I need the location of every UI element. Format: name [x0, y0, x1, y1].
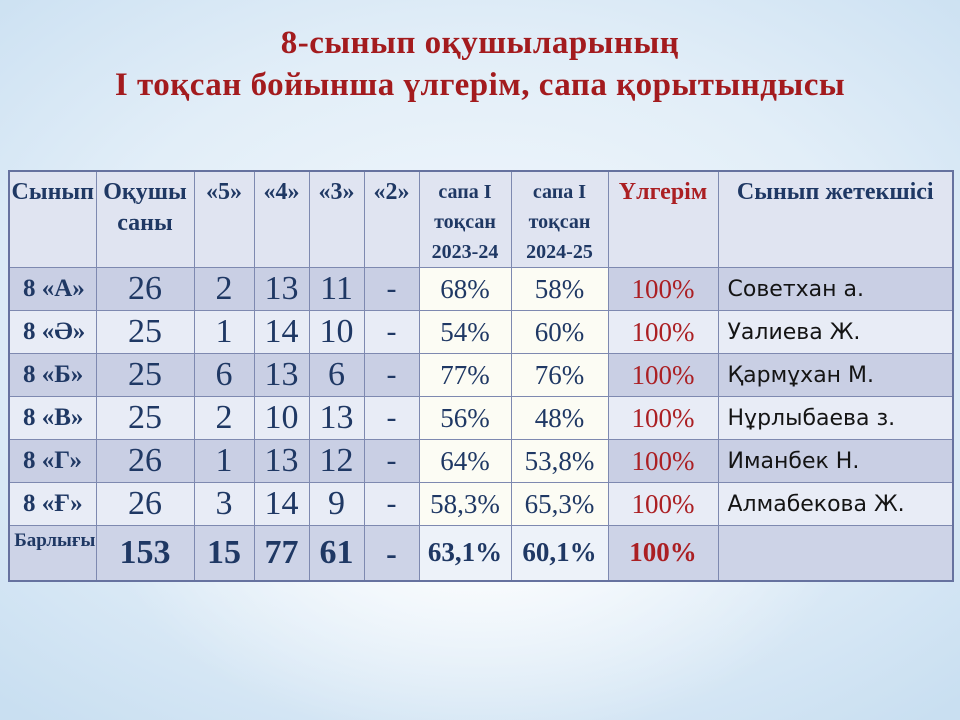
header-mark-2: «2» [363, 170, 420, 268]
cell-mark4: 14 [253, 482, 310, 526]
header-mark-3: «3» [308, 170, 365, 268]
table-row-8ae: 8 «Ә» 25 1 14 10 - 54% 60% 100% Уалиева … [8, 310, 954, 354]
cell-count: 26 [95, 267, 195, 311]
header-progress: Үлгерім [607, 170, 719, 268]
cell-mark3: 11 [308, 267, 365, 311]
cell-progress: 100% [607, 439, 719, 483]
cell-teacher: Иманбек Н. [717, 439, 954, 483]
title-line-1: 8-сынып оқушыларының [280, 25, 680, 61]
cell-mark5: 3 [193, 482, 255, 526]
cell-mark2: - [363, 396, 420, 440]
cell-total-label: Барлығы [8, 525, 97, 581]
cell-teacher: Алмабекова Ж. [717, 482, 954, 526]
cell-mark3: 10 [308, 310, 365, 354]
cell-quality-2023-24: 54% [418, 310, 512, 354]
cell-quality-2023-24: 56% [418, 396, 512, 440]
cell-total-teacher [717, 525, 954, 581]
cell-mark4: 10 [253, 396, 310, 440]
cell-teacher: Советхан а. [717, 267, 954, 311]
cell-quality-2024-25: 65,3% [510, 482, 609, 526]
cell-mark3: 9 [308, 482, 365, 526]
cell-class: 8 «Ә» [8, 310, 97, 354]
cell-mark3: 12 [308, 439, 365, 483]
cell-mark5: 2 [193, 396, 255, 440]
grades-table: Сынып Оқушы саны «5» «4» «3» «2» сапа І … [8, 170, 954, 582]
cell-mark5: 1 [193, 310, 255, 354]
cell-class: 8 «В» [8, 396, 97, 440]
cell-mark2: - [363, 353, 420, 397]
cell-mark2: - [363, 267, 420, 311]
cell-mark2: - [363, 439, 420, 483]
cell-total-quality-2023-24: 63,1% [418, 525, 512, 581]
cell-total-mark3: 61 [308, 525, 365, 581]
cell-quality-2024-25: 58% [510, 267, 609, 311]
header-class-teacher: Сынып жетекшісі [717, 170, 954, 268]
cell-mark4: 13 [253, 353, 310, 397]
table-row-8b: 8 «Б» 25 6 13 6 - 77% 76% 100% Қармұхан … [8, 353, 954, 397]
slide-title: 8-сынып оқушыларының І тоқсан бойынша үл… [0, 0, 960, 106]
title-line-2: І тоқсан бойынша үлгерім, сапа қорытынды… [114, 67, 846, 104]
cell-count: 25 [95, 396, 195, 440]
cell-mark5: 1 [193, 439, 255, 483]
header-class: Сынып [8, 170, 97, 268]
cell-quality-2024-25: 76% [510, 353, 609, 397]
cell-mark2: - [363, 482, 420, 526]
cell-mark4: 13 [253, 439, 310, 483]
cell-total-mark2: - [363, 525, 420, 581]
cell-class: 8 «Б» [8, 353, 97, 397]
cell-quality-2023-24: 68% [418, 267, 512, 311]
header-mark-5: «5» [193, 170, 255, 268]
table-row-8gh: 8 «Ғ» 26 3 14 9 - 58,3% 65,3% 100% Алмаб… [8, 482, 954, 526]
cell-mark3: 6 [308, 353, 365, 397]
table-total-row: Барлығы 153 15 77 61 - 63,1% 60,1% 100% [8, 525, 954, 581]
cell-total-mark5: 15 [193, 525, 255, 581]
cell-count: 25 [95, 353, 195, 397]
cell-mark5: 2 [193, 267, 255, 311]
table-row-8g: 8 «Г» 26 1 13 12 - 64% 53,8% 100% Иманбе… [8, 439, 954, 483]
cell-teacher: Уалиева Ж. [717, 310, 954, 354]
cell-quality-2023-24: 77% [418, 353, 512, 397]
cell-progress: 100% [607, 482, 719, 526]
cell-mark5: 6 [193, 353, 255, 397]
cell-count: 26 [95, 439, 195, 483]
cell-quality-2023-24: 58,3% [418, 482, 512, 526]
cell-count: 26 [95, 482, 195, 526]
cell-progress: 100% [607, 267, 719, 311]
cell-teacher: Қармұхан М. [717, 353, 954, 397]
table-header-row: Сынып Оқушы саны «5» «4» «3» «2» сапа І … [8, 170, 954, 268]
cell-total-progress: 100% [607, 525, 719, 581]
cell-count: 25 [95, 310, 195, 354]
header-student-count: Оқушы саны [95, 170, 195, 268]
cell-total-count: 153 [95, 525, 195, 581]
cell-quality-2024-25: 48% [510, 396, 609, 440]
cell-quality-2024-25: 53,8% [510, 439, 609, 483]
table-row-8a: 8 «А» 26 2 13 11 - 68% 58% 100% Советхан… [8, 267, 954, 311]
table-row-8v: 8 «В» 25 2 10 13 - 56% 48% 100% Нұрлыбае… [8, 396, 954, 440]
cell-quality-2024-25: 60% [510, 310, 609, 354]
cell-quality-2023-24: 64% [418, 439, 512, 483]
cell-total-mark4: 77 [253, 525, 310, 581]
cell-class: 8 «А» [8, 267, 97, 311]
cell-progress: 100% [607, 396, 719, 440]
header-mark-4: «4» [253, 170, 310, 268]
cell-class: 8 «Г» [8, 439, 97, 483]
cell-mark2: - [363, 310, 420, 354]
cell-progress: 100% [607, 353, 719, 397]
cell-teacher: Нұрлыбаева з. [717, 396, 954, 440]
cell-mark4: 13 [253, 267, 310, 311]
cell-progress: 100% [607, 310, 719, 354]
header-quality-2023-24: сапа І тоқсан 2023-24 [418, 170, 512, 268]
cell-class: 8 «Ғ» [8, 482, 97, 526]
header-quality-2024-25: сапа І тоқсан 2024-25 [510, 170, 609, 268]
cell-mark3: 13 [308, 396, 365, 440]
cell-total-quality-2024-25: 60,1% [510, 525, 609, 581]
cell-mark4: 14 [253, 310, 310, 354]
